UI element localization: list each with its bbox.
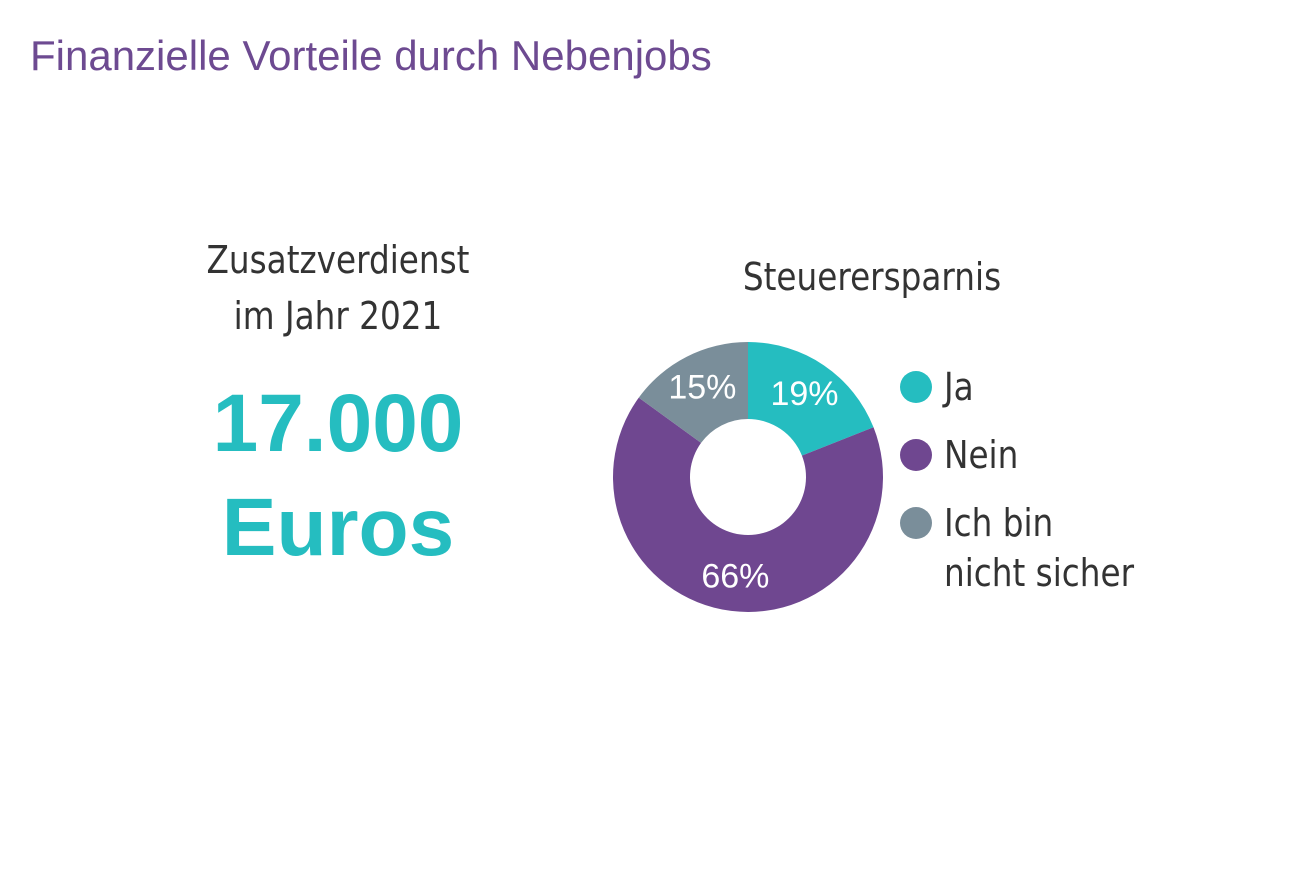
slice-data-label: 66%	[701, 558, 769, 596]
legend-label: Nein	[944, 433, 1019, 477]
earnings-value-line: 17.000	[212, 378, 464, 469]
pie-slice-nein	[613, 397, 883, 612]
legend-swatch	[900, 439, 932, 471]
earnings-label-line: im Jahr 2021	[233, 294, 443, 338]
legend-label: Ja	[944, 365, 974, 409]
legend-item: Ja	[900, 362, 1165, 412]
legend-swatch	[900, 507, 932, 539]
earnings-label-line: Zusatzverdienst	[206, 238, 470, 282]
slice-data-label: 15%	[668, 368, 736, 406]
pie-slice-ja	[748, 342, 874, 456]
chart-title: Steuerersparnis	[742, 255, 1002, 299]
legend-swatch	[900, 371, 932, 403]
earnings-value: 17.000 Euros	[148, 372, 528, 580]
earnings-value-line: Euros	[221, 482, 455, 573]
slice-data-label: 19%	[770, 375, 838, 413]
legend-item: Ich bin nicht sicher	[900, 498, 1165, 598]
earnings-label: Zusatzverdienst im Jahr 2021	[175, 232, 502, 344]
pie-slice-ich-bin-nicht-sicher	[638, 342, 748, 443]
legend-label: Ich bin nicht sicher	[944, 501, 1135, 595]
legend-item: Nein	[900, 430, 1165, 480]
chart-legend: Ja Nein Ich bin nicht sicher	[900, 362, 1165, 616]
earnings-block: Zusatzverdienst im Jahr 2021 17.000 Euros	[148, 232, 528, 580]
page-title: Finanzielle Vorteile durch Nebenjobs	[30, 32, 712, 79]
donut-chart: 19% 66% 15%	[613, 342, 883, 612]
